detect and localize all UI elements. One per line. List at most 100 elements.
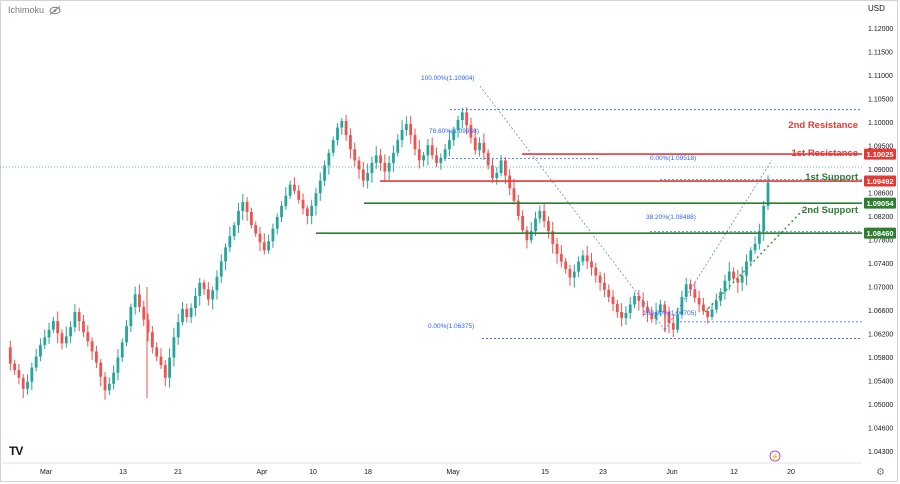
candle-body [710,309,714,318]
candle-body [194,295,197,308]
candle-body [766,182,770,206]
level-price-label: 1.10025 [866,150,893,159]
fib-level-label: 0.00%(1.09518) [650,155,696,162]
candle-body [568,269,572,278]
candle-body [116,357,120,373]
candle-body [43,337,47,345]
x-tick-label: May [446,469,460,476]
candle-body [581,255,585,262]
fib-level-label: 100.00%(1.06705) [643,310,697,317]
candle-body [512,188,516,201]
candle-body [60,333,64,344]
level-name-label: 1st Support [805,172,859,183]
candle-body [129,306,133,327]
candle-body [262,242,266,251]
y-tick-label: 1.11000 [868,73,893,80]
level-price-tag [864,227,896,239]
candle-body [176,322,180,338]
candle-body [215,276,219,291]
y-tick-label: 1.09500 [868,144,893,151]
level-price-tag [864,197,896,209]
candle-body [590,261,593,268]
candle-body [396,140,400,153]
y-tick-label: 1.05000 [868,402,893,409]
candle-body [163,365,167,378]
candle-body [284,195,288,206]
candle-body [611,296,615,304]
candle-body [456,119,460,131]
candle-body [73,312,77,328]
eye-off-icon[interactable] [49,5,61,15]
indicator-legend[interactable]: Ichimoku [8,5,61,15]
candle-body [172,337,176,358]
candle-body [206,289,210,300]
y-tick-label: 1.09000 [868,167,893,174]
candle-body [753,243,757,251]
candle-body [529,231,533,241]
candle-body [379,155,382,163]
candle-body [633,295,636,305]
candle-body [671,323,675,330]
fib-level-label: 0.00%(1.06375) [428,323,474,330]
candle-body [271,228,275,242]
candle-body [637,295,641,301]
candle-body [646,306,649,314]
candle-body [736,278,740,283]
tradingview-logo[interactable]: TV [9,444,23,458]
candle-body [620,312,624,319]
candle-body [318,180,322,194]
x-tick-label: 12 [730,469,738,476]
candle-body [430,145,434,156]
candle-body [155,347,159,357]
candle-body [658,304,662,313]
settings-icon[interactable]: ⚙ [876,467,885,478]
candle-body [422,155,425,161]
candle-body [572,271,576,278]
candle-body [340,120,344,128]
candle-body [615,303,619,313]
candle-body [280,205,283,218]
level-price-tag [864,175,896,187]
candle-body [598,275,602,283]
candle-body [64,336,68,344]
candle-body [30,367,34,382]
fib-level-label: 38.20%(1.08488) [646,214,696,221]
candle-body [551,231,555,244]
x-tick-label: 15 [541,469,549,476]
candle-body [392,152,395,163]
candle-body [366,173,370,181]
candle-body [435,155,438,163]
candle-body [482,142,486,153]
candle-body [538,210,542,219]
candle-body [21,377,25,389]
candle-body [757,231,761,244]
candle-body [323,165,326,181]
level-price-label: 1.09492 [866,177,893,186]
x-tick-label: 13 [119,469,127,476]
candle-body [577,261,580,272]
candle-body [478,142,481,151]
candle-body [697,297,701,305]
candle-body [723,280,727,292]
candle-body [654,312,658,320]
level-price-tag [864,148,896,160]
candle-body [439,157,443,163]
candle-body [486,152,490,166]
candle-body [357,160,361,170]
candle-body [525,230,529,241]
currency-label[interactable]: USD [868,4,885,13]
candle-body [676,314,679,330]
candle-body [146,319,150,333]
candle-body [353,149,357,161]
candle-body [374,155,378,163]
candle-body [521,216,525,231]
candle-body [112,372,116,384]
candles-group [8,107,770,400]
candle-body [125,326,128,343]
y-tick-label: 1.06600 [868,308,893,315]
candle-body [103,376,107,391]
candle-body [555,243,559,254]
candle-body [198,282,202,296]
candle-body [400,130,404,141]
